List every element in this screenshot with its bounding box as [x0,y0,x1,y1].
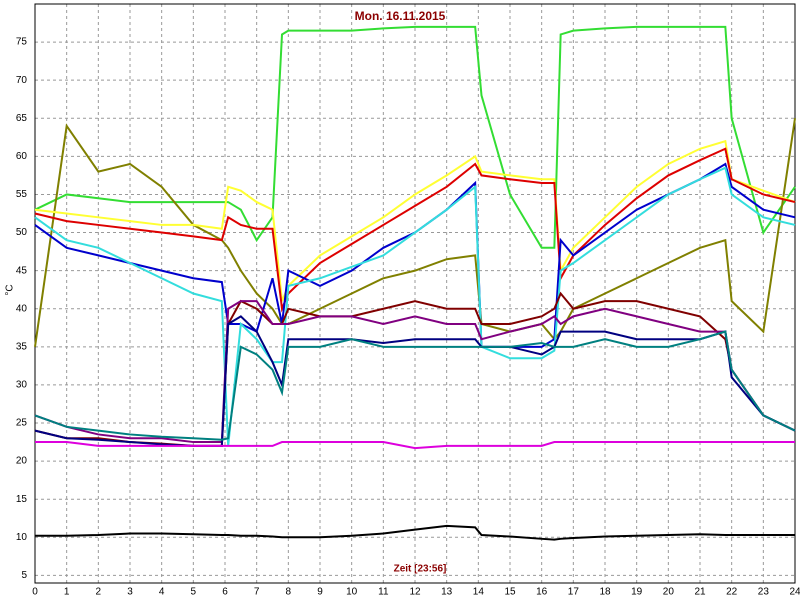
x-tick-label: 22 [726,587,738,598]
series-line [34,147,796,313]
x-tick-label: 11 [378,587,389,598]
series-line [35,441,795,450]
x-tick-label: 4 [159,587,165,598]
chart-title: Mon. 16.11.2015 [355,9,446,23]
y-tick-label: 45 [16,265,28,276]
y-tick-label: 40 [16,303,28,314]
y-tick-label: 70 [16,75,28,86]
y-tick-label: 55 [16,189,28,200]
x-tick-label: 0 [32,587,38,598]
x-tick-label: 17 [568,587,580,598]
series-line [34,330,796,441]
x-tick-label: 20 [663,587,675,598]
x-tick-label: 10 [346,587,358,598]
x-tick-label: 24 [789,587,800,598]
y-tick-label: 50 [16,227,28,238]
series-line [35,524,795,541]
x-tick-label: 18 [599,587,611,598]
series-line [34,118,796,347]
x-tick-label: 12 [409,587,421,598]
y-tick-label: 75 [16,37,28,48]
y-tick-label: 30 [16,380,28,391]
x-tick-label: 16 [536,587,548,598]
x-tick-label: 9 [317,587,323,598]
plot-frame [34,3,796,584]
x-axis-label: Zeit [23:56] [394,564,447,575]
x-tick-label: 21 [694,587,706,598]
y-tick-label: 20 [16,456,28,467]
x-tick-label: 1 [64,587,70,598]
x-tick-label: 5 [191,587,197,598]
x-tick-label: 2 [96,587,102,598]
x-tick-label: 6 [222,587,228,598]
y-tick-label: 60 [16,151,28,162]
y-tick-label: 65 [16,113,28,124]
y-axis-label: °C [5,284,16,295]
y-tick-label: 25 [16,418,28,429]
series-line [34,25,796,249]
x-tick-label: 19 [631,587,643,598]
x-tick-label: 8 [286,587,292,598]
x-tick-label: 13 [441,587,453,598]
x-tick-label: 7 [254,587,260,598]
series-line [34,139,796,302]
x-tick-label: 3 [127,587,133,598]
x-tick-label: 14 [473,587,485,598]
x-tick-label: 15 [504,587,516,598]
series-line [34,300,796,444]
x-tick-label: 23 [758,587,770,598]
y-tick-label: 5 [21,570,27,581]
y-tick-label: 10 [16,532,28,543]
y-tick-label: 15 [16,494,28,505]
y-tick-label: 35 [16,341,28,352]
series-line [34,166,796,446]
